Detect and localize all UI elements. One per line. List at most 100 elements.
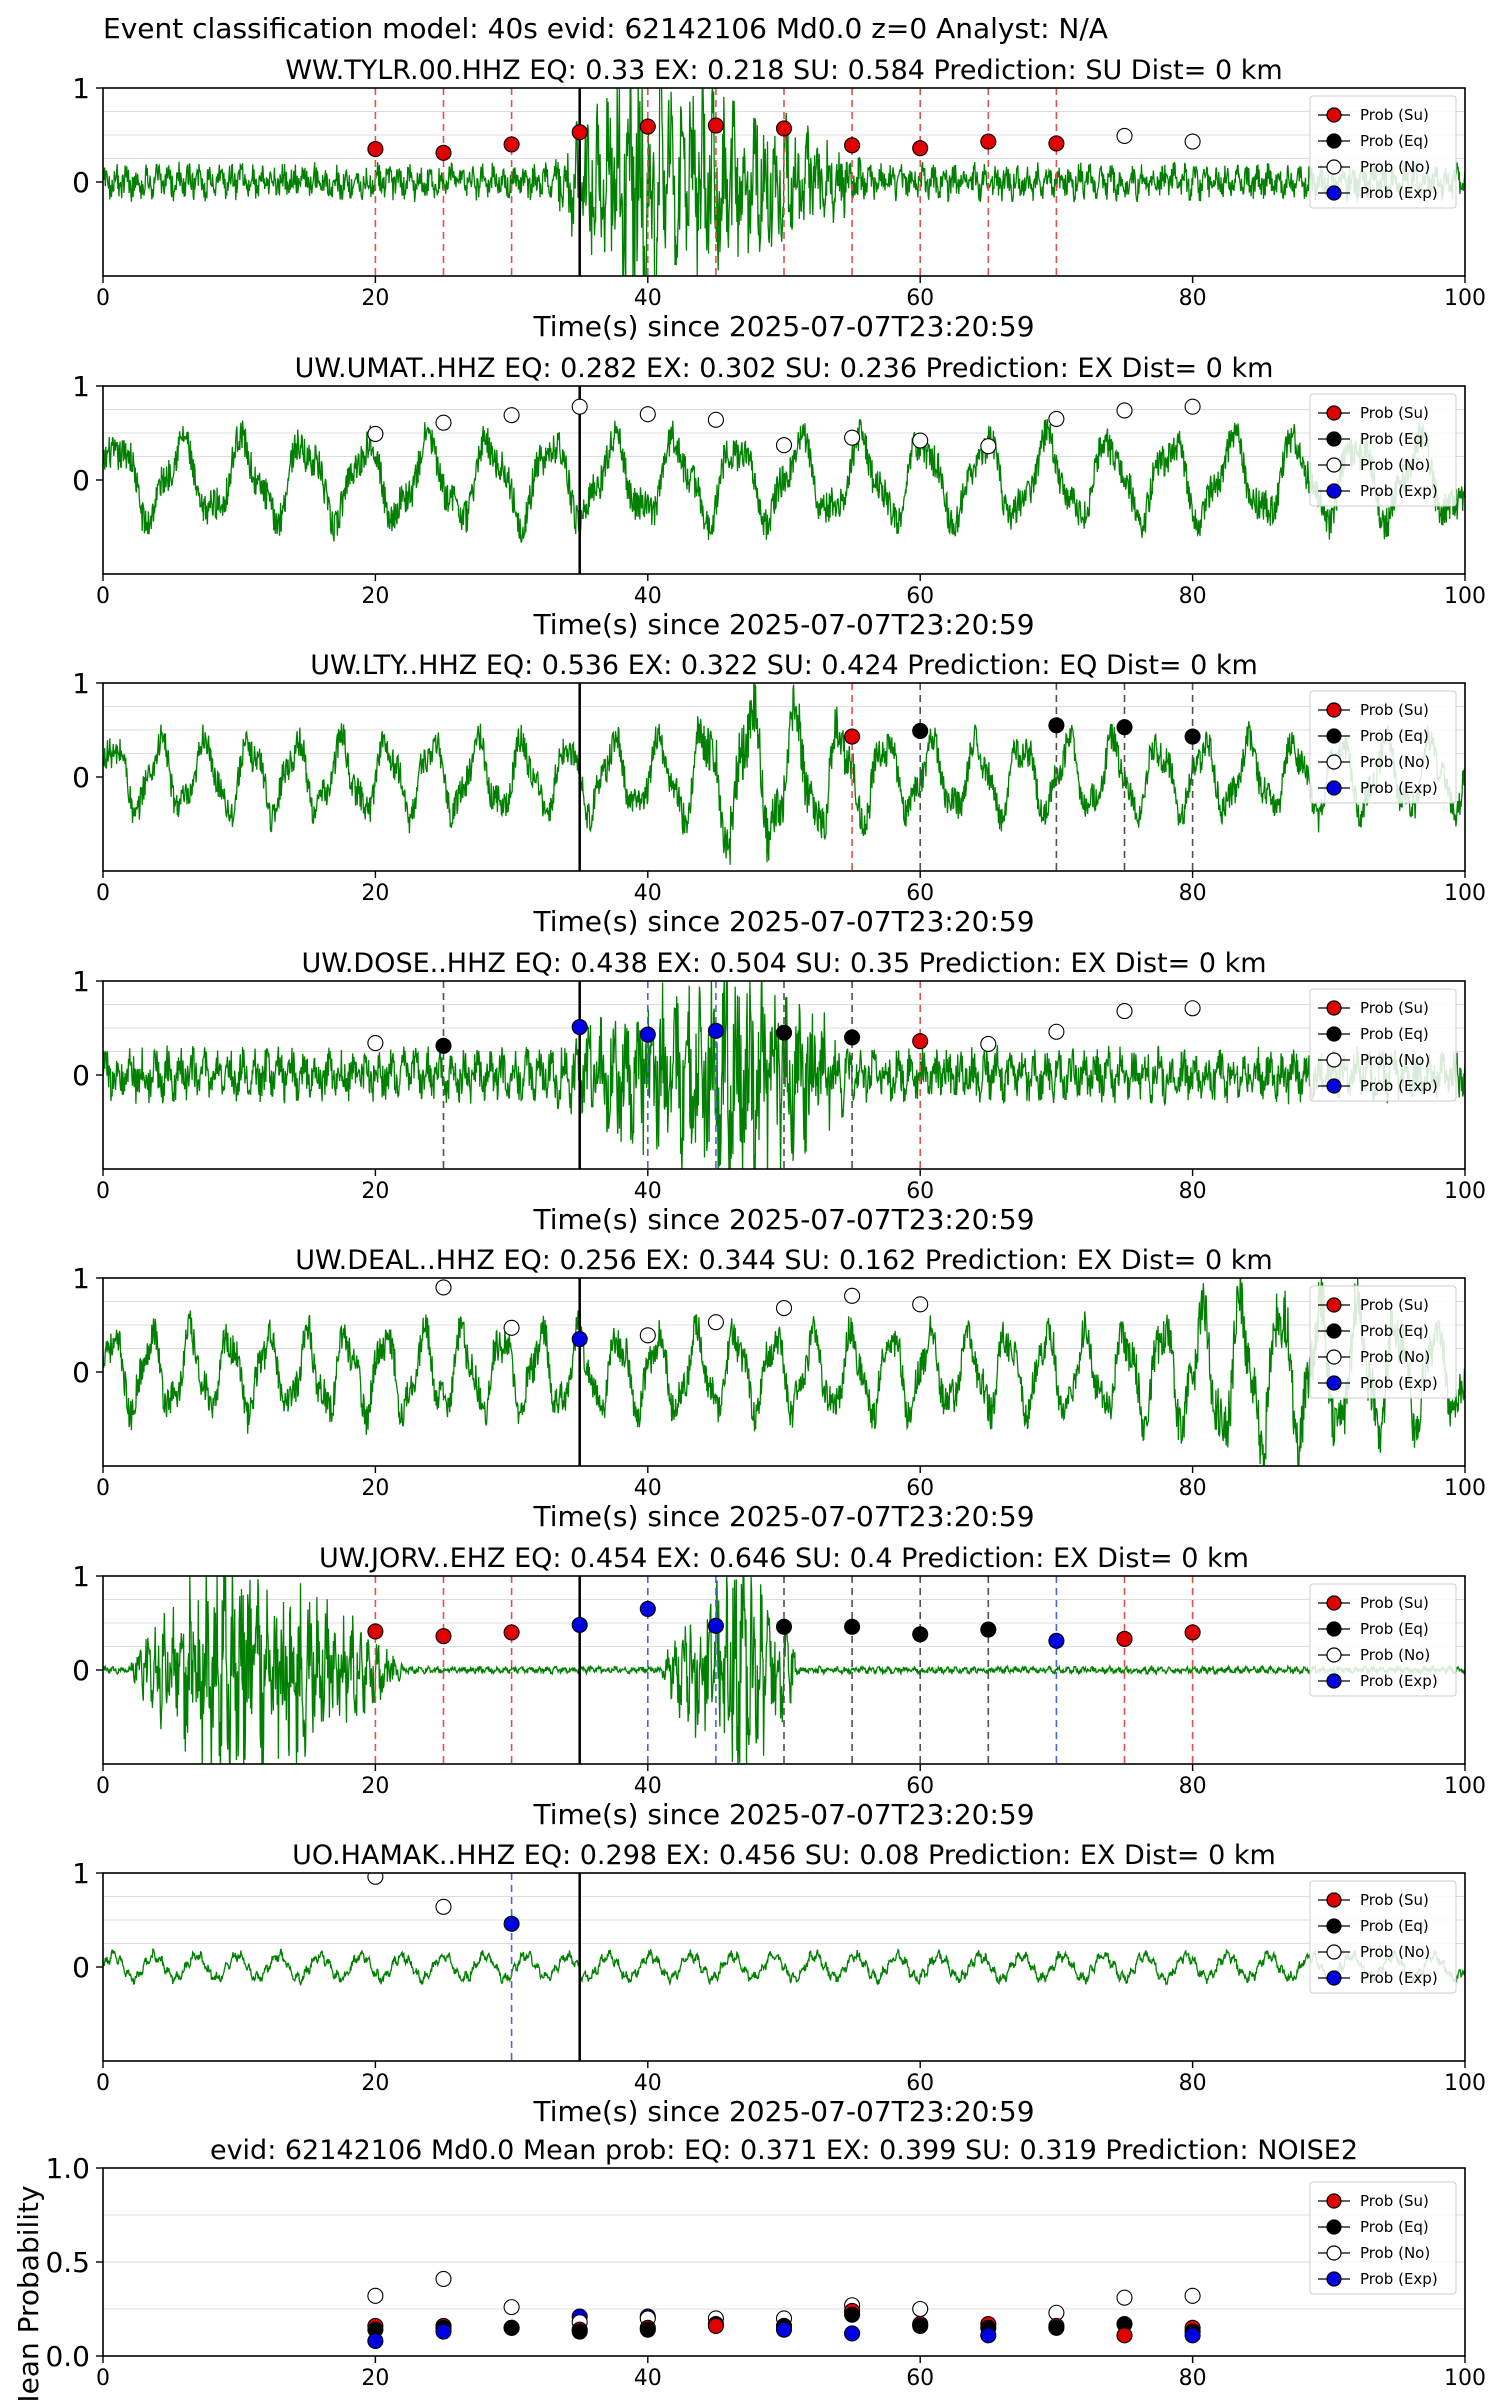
legend-label: Prob (Exp) [1360, 1969, 1438, 1987]
panel-title: UW.UMAT..HHZ EQ: 0.282 EX: 0.302 SU: 0.2… [295, 353, 1274, 384]
x-tick-label: 100 [1444, 1774, 1486, 1799]
legend-marker-no [1326, 2245, 1342, 2261]
legend-marker-exp [1326, 185, 1342, 201]
prob-point-no [571, 398, 588, 415]
legend-label: Prob (No) [1360, 158, 1430, 176]
prob-point-no [639, 406, 656, 423]
legend-marker-exp [1326, 1673, 1342, 1689]
x-tick-label: 100 [1444, 2366, 1486, 2391]
legend-marker-exp [1326, 2271, 1342, 2287]
legend: Prob (Su) Prob (Eq) Prob (No) Prob (Exp) [1309, 1583, 1457, 1697]
station-panel-2: UW.UMAT..HHZ EQ: 0.282 EX: 0.302 SU: 0.2… [72, 353, 1486, 641]
y-tick-label: 1 [72, 965, 90, 998]
legend: Prob (Su) Prob (Eq) Prob (No) Prob (Exp) [1309, 690, 1457, 804]
legend-marker-exp [1326, 780, 1342, 796]
legend-marker-no [1326, 457, 1342, 473]
legend-label: Prob (Su) [1360, 701, 1429, 719]
prob-point-exp [639, 1026, 656, 1043]
prob-point-no [1184, 133, 1201, 150]
x-tick-label: 60 [906, 1476, 934, 1501]
legend-marker-su [1326, 702, 1342, 718]
prob-point-exp [1048, 1632, 1065, 1649]
prob-point-eq [435, 1037, 452, 1054]
legend-label: Prob (No) [1360, 2244, 1430, 2262]
waveform-trace [103, 1948, 1465, 1987]
prob-point-su [503, 136, 520, 153]
plot-area [103, 88, 1465, 276]
prob-point-no [707, 1314, 724, 1331]
legend-label: Prob (Eq) [1360, 1322, 1429, 1340]
plot-area [103, 981, 1465, 1169]
x-tick-label: 20 [361, 584, 389, 609]
prob-point-su [435, 144, 452, 161]
x-axis-label: Time(s) since 2025-07-07T23:20:59 [532, 2095, 1034, 2128]
legend-marker-su [1326, 1595, 1342, 1611]
panel-title: UW.DOSE..HHZ EQ: 0.438 EX: 0.504 SU: 0.3… [301, 948, 1266, 979]
legend-label: Prob (Eq) [1360, 1025, 1429, 1043]
legend-label: Prob (No) [1360, 753, 1430, 771]
plot-area [103, 1278, 1465, 1466]
legend-label: Prob (Exp) [1360, 1374, 1438, 1392]
legend-marker-su [1326, 1892, 1342, 1908]
x-tick-label: 80 [1179, 1476, 1207, 1501]
panel-title: UW.LTY..HHZ EQ: 0.536 EX: 0.322 SU: 0.42… [310, 650, 1258, 681]
panel-title: UW.JORV..EHZ EQ: 0.454 EX: 0.646 SU: 0.4… [319, 1543, 1249, 1574]
legend-label: Prob (Su) [1360, 1296, 1429, 1314]
prob-point-exp [707, 1617, 724, 1634]
legend-label: Prob (No) [1360, 1348, 1430, 1366]
x-tick-label: 60 [906, 881, 934, 906]
x-tick-label: 40 [634, 2366, 662, 2391]
prob-point-eq [775, 1024, 793, 1041]
prob-point-su [435, 1628, 452, 1645]
x-tick-label: 40 [634, 1179, 662, 1204]
legend-label: Prob (Eq) [1360, 1917, 1429, 1935]
prob-point-eq [1184, 728, 1201, 745]
legend-marker-su [1326, 2193, 1342, 2209]
legend-label: Prob (Eq) [1360, 430, 1429, 448]
prob-point-su [503, 1624, 520, 1641]
prob-point-eq [571, 2323, 588, 2340]
x-tick-label: 20 [361, 286, 389, 311]
prob-point-su [775, 120, 793, 137]
x-tick-label: 0 [96, 881, 110, 906]
legend-label: Prob (Exp) [1360, 184, 1438, 202]
legend-marker-exp [1326, 483, 1342, 499]
legend-box [1309, 1880, 1457, 1994]
legend: Prob (Su) Prob (Eq) Prob (No) Prob (Exp) [1309, 2181, 1457, 2295]
x-tick-label: 100 [1444, 881, 1486, 906]
legend-label: Prob (Eq) [1360, 727, 1429, 745]
legend-label: Prob (Eq) [1360, 132, 1429, 150]
x-tick-label: 20 [361, 2071, 389, 2096]
legend-label: Prob (Eq) [1360, 1620, 1429, 1638]
legend-label: Prob (Exp) [1360, 779, 1438, 797]
legend-label: Prob (No) [1360, 1943, 1430, 1961]
prob-point-exp [503, 1915, 520, 1932]
waveform-trace [103, 1278, 1465, 1466]
prob-point-no [844, 429, 861, 446]
x-tick-label: 100 [1444, 1476, 1486, 1501]
legend-marker-su [1326, 1297, 1342, 1313]
prob-point-eq [912, 2317, 929, 2334]
x-tick-label: 80 [1179, 2366, 1207, 2391]
prob-point-no [367, 1034, 384, 1052]
legend-label: Prob (Su) [1360, 1594, 1429, 1612]
x-tick-label: 20 [361, 2366, 389, 2391]
prob-point-no [1184, 398, 1201, 415]
x-tick-label: 0 [96, 584, 110, 609]
prob-point-no [775, 437, 793, 454]
x-tick-label: 100 [1444, 286, 1486, 311]
legend-marker-eq [1326, 431, 1342, 447]
x-tick-label: 100 [1444, 2071, 1486, 2096]
legend-label: Prob (Exp) [1360, 1077, 1438, 1095]
prob-point-no [980, 438, 997, 455]
prob-point-no [1116, 1003, 1133, 1020]
prob-point-su [571, 124, 588, 141]
x-tick-label: 80 [1179, 2071, 1207, 2096]
y-tick-label: 0 [72, 1059, 90, 1092]
legend-label: Prob (Su) [1360, 1891, 1429, 1909]
legend-marker-eq [1326, 1323, 1342, 1339]
legend-label: Prob (Eq) [1360, 2218, 1429, 2236]
x-tick-label: 0 [96, 1774, 110, 1799]
panel-title: evid: 62142106 Md0.0 Mean prob: EQ: 0.37… [210, 2135, 1358, 2166]
waveform-trace [103, 683, 1465, 865]
